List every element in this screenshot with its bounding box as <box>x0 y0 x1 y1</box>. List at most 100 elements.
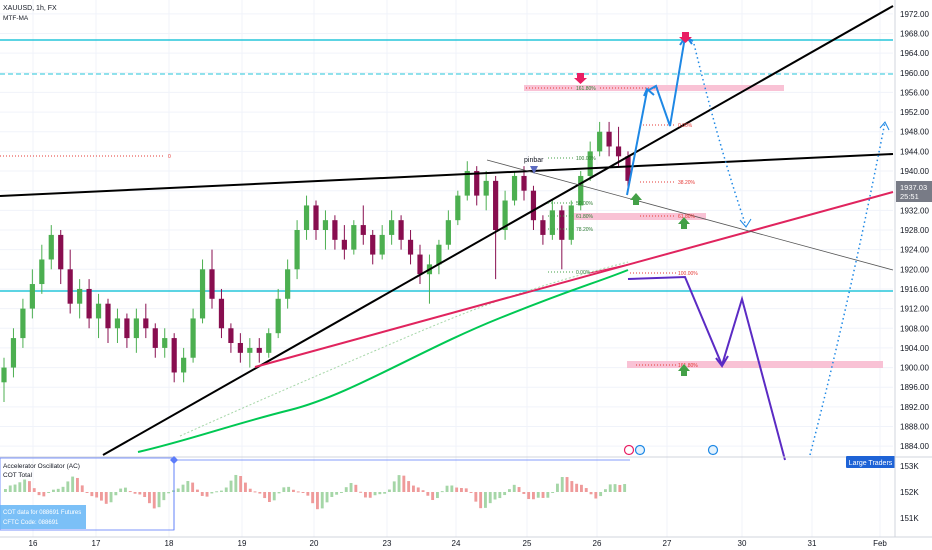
osc-bar <box>522 492 526 494</box>
osc-bar <box>239 476 243 492</box>
candle-body <box>39 259 45 285</box>
osc-bar <box>517 487 521 492</box>
candle-body <box>351 225 357 250</box>
fib-label-100-lower: 100.00% <box>678 271 698 277</box>
osc-bar <box>340 492 343 493</box>
fib-label-0-upper: 0.00% <box>678 123 693 129</box>
osc-bar <box>143 492 147 498</box>
symbol-title: XAUUSD, 1h, FX <box>3 5 57 12</box>
candle-body <box>86 288 92 319</box>
price-tick: 1928.00 <box>900 226 929 235</box>
osc-bar <box>244 482 247 492</box>
osc-bar <box>421 490 425 492</box>
price-tick: 1900.00 <box>900 364 929 373</box>
candle-body <box>578 175 584 206</box>
price-axis[interactable]: 1972.00 1968.00 1964.00 1960.00 1956.00 1952.… <box>900 10 929 451</box>
cot-box-line1: COT data for 088691 Futures <box>3 510 81 516</box>
osc-bar <box>412 485 415 492</box>
osc-bar <box>42 492 46 497</box>
candle-body <box>95 303 102 319</box>
osc-bar <box>580 484 583 492</box>
osc-bar <box>407 481 411 492</box>
osc-bar <box>90 492 94 497</box>
osc-bar <box>186 481 190 492</box>
candle-body <box>171 338 177 373</box>
osc-bar <box>570 481 574 492</box>
osc-bar <box>436 492 439 499</box>
large-traders-badge[interactable] <box>846 456 895 468</box>
osc-bar <box>66 481 70 492</box>
candle-body <box>455 195 461 221</box>
fib-levels: 0 161.80% 0.00% 38.20% 61.80% 100.00% 50… <box>0 86 698 369</box>
osc-bar <box>292 489 295 492</box>
fib-label-50-small: 50.00% <box>576 201 594 207</box>
candle-body <box>398 220 404 240</box>
osc-tick: 151K <box>900 514 919 523</box>
up-arrow-icon <box>630 193 642 205</box>
osc-bar <box>196 489 199 492</box>
candle-body <box>1 367 7 383</box>
candle-body <box>511 175 518 201</box>
osc-bar <box>28 481 31 492</box>
osc-bar <box>584 488 588 492</box>
candle-body <box>493 180 499 230</box>
osc-bar <box>349 483 353 492</box>
date-axis[interactable]: 16 17 18 19 20 23 24 25 26 27 30 31 Feb <box>29 539 888 548</box>
countdown-label: 25:51 <box>900 192 919 201</box>
candle-body <box>275 298 281 334</box>
price-tick: 1912.00 <box>900 305 929 314</box>
osc-bar <box>296 491 300 493</box>
candle-body <box>370 234 376 255</box>
candle-body <box>218 298 225 329</box>
candle-body <box>77 288 83 304</box>
candle-body <box>332 220 338 240</box>
osc-bar <box>85 492 89 493</box>
date-tick: 26 <box>593 539 602 548</box>
us-flag-icon <box>707 444 719 456</box>
price-tick: 1972.00 <box>900 10 929 19</box>
osc-bar <box>397 475 401 492</box>
candle-body <box>199 269 206 319</box>
osc-bar <box>378 492 382 495</box>
date-tick: 17 <box>92 539 101 548</box>
osc-bar <box>128 491 132 493</box>
candle-body <box>67 269 73 304</box>
date-tick: 31 <box>808 539 817 548</box>
osc-bar <box>354 484 358 492</box>
osc-bar <box>234 474 238 492</box>
oscillator-histogram <box>4 474 627 510</box>
osc-bar <box>330 492 334 498</box>
osc-bar <box>61 486 65 492</box>
candle-body <box>445 220 451 245</box>
osc-bar <box>181 484 185 492</box>
osc-bar <box>109 492 113 503</box>
fib-label-618-upper: 61.80% <box>678 214 696 220</box>
candle-body <box>124 318 130 339</box>
osc-bar <box>4 489 7 492</box>
osc-bar <box>32 488 36 492</box>
osc-bar <box>608 484 612 492</box>
date-tick: 25 <box>523 539 532 548</box>
osc-bar <box>532 492 535 500</box>
osc-bar <box>373 492 377 496</box>
osc-bar <box>133 492 137 494</box>
candle-body <box>10 338 17 368</box>
candle-body <box>417 254 423 275</box>
event-icons[interactable] <box>623 444 719 456</box>
candle-body <box>389 220 395 235</box>
price-tick: 1940.00 <box>900 167 929 176</box>
osc-bar <box>23 479 27 492</box>
osc-bar <box>272 492 276 501</box>
osc-bar <box>76 477 79 492</box>
osc-bar <box>488 492 492 504</box>
osc-bar <box>18 482 22 492</box>
date-tick: Feb <box>873 539 887 548</box>
osc-bar <box>560 476 564 492</box>
us-flag-icon <box>634 444 646 456</box>
osc-bar <box>604 489 607 492</box>
osc-bar <box>148 492 151 504</box>
fib-label-782-small: 78.20% <box>576 227 594 233</box>
osc-bar <box>575 483 579 492</box>
candle-body <box>379 234 385 255</box>
